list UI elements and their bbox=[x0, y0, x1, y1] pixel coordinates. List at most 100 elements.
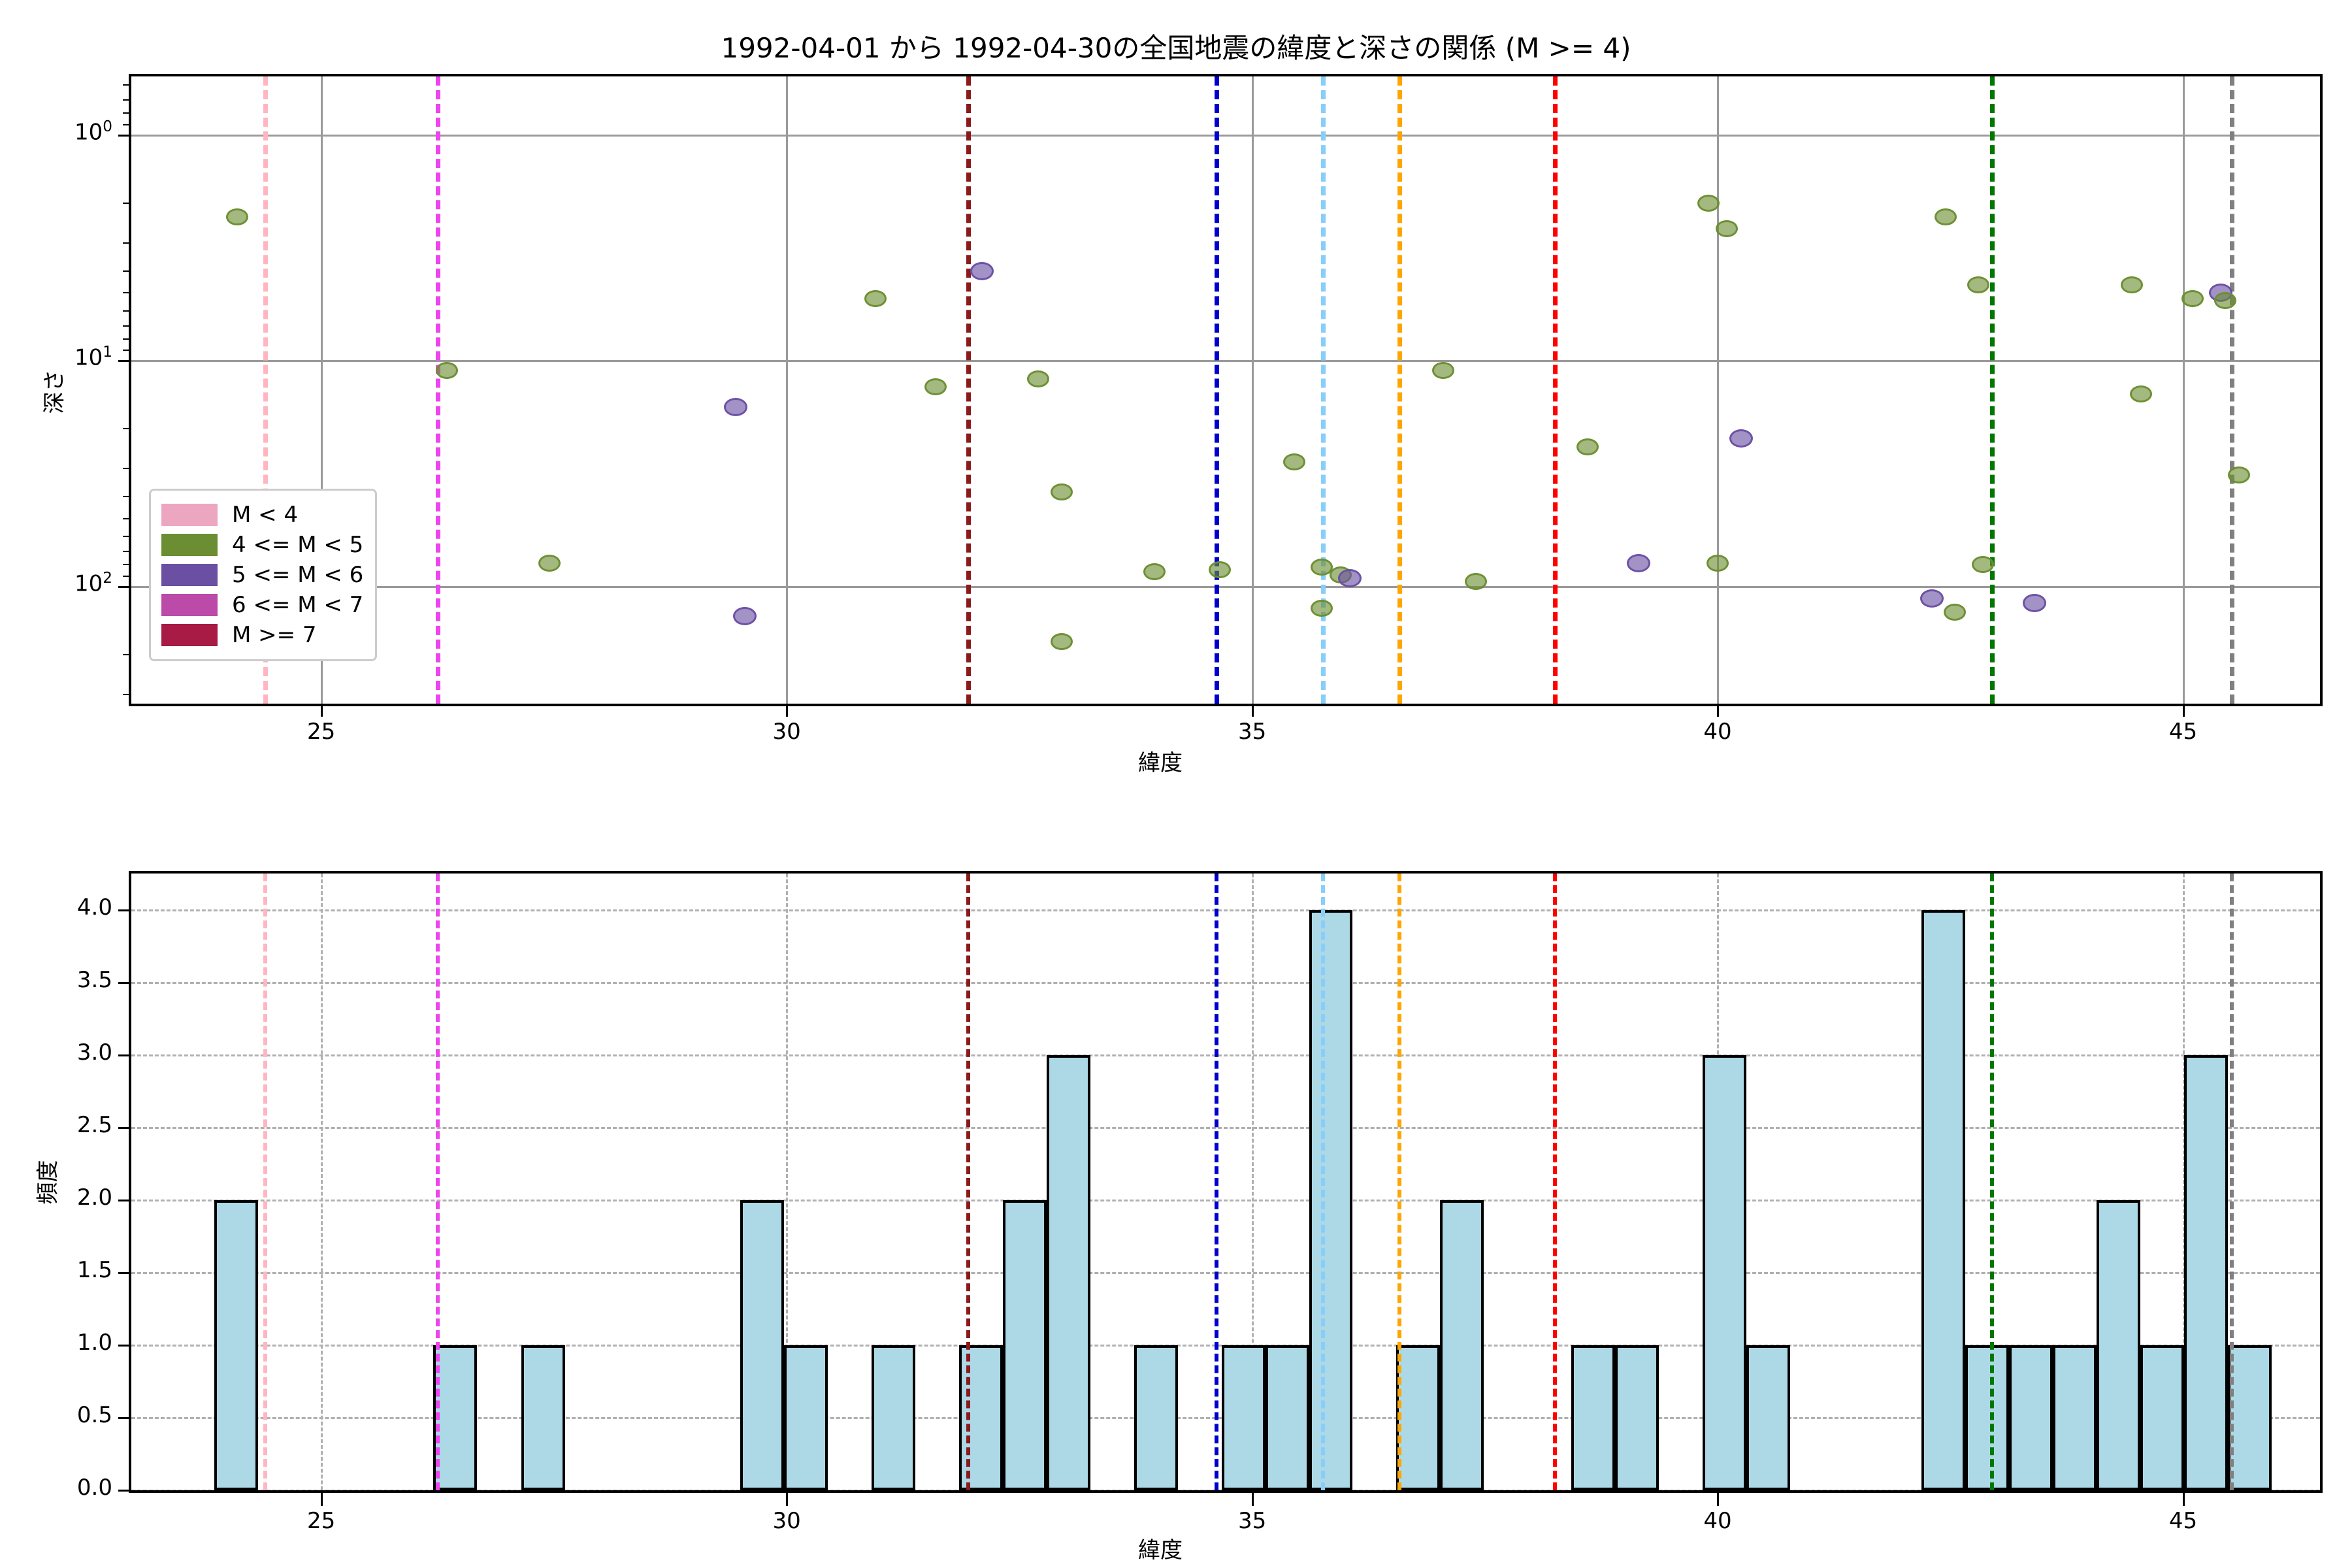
scatter-point bbox=[733, 606, 757, 625]
legend-item-4[interactable]: M >= 7 bbox=[161, 620, 363, 650]
histogram-bar bbox=[1965, 1345, 2010, 1490]
scatter-point bbox=[2121, 276, 2144, 293]
reference-line-5 bbox=[1397, 76, 1402, 704]
histogram-y-axis-label: 頻度 bbox=[35, 1160, 61, 1205]
histogram-reference-line-2 bbox=[966, 874, 970, 1490]
histogram-y-tick-label: 2.5 bbox=[76, 1111, 112, 1138]
scatter-point bbox=[1311, 600, 1333, 617]
scatter-y-minor-tick bbox=[123, 123, 129, 125]
histogram-bar bbox=[1440, 1200, 1484, 1490]
legend-item-1[interactable]: 4 <= M < 5 bbox=[161, 530, 363, 560]
histogram-bar bbox=[783, 1345, 828, 1490]
legend-item-2[interactable]: 5 <= M < 6 bbox=[161, 560, 363, 590]
histogram-bar bbox=[1221, 1345, 1266, 1490]
legend-item-3[interactable]: 6 <= M < 7 bbox=[161, 590, 363, 620]
histogram-y-tick-label: 1.0 bbox=[76, 1329, 112, 1356]
histogram-bar bbox=[871, 1345, 915, 1490]
histogram-y-tick-label: 4.0 bbox=[76, 894, 112, 921]
scatter-point bbox=[1311, 559, 1333, 576]
histogram-y-tick bbox=[118, 1054, 129, 1056]
histogram-y-tick bbox=[118, 1344, 129, 1347]
scatter-point bbox=[1026, 370, 1049, 387]
scatter-point bbox=[1282, 453, 1305, 470]
histogram-x-tick-label: 40 bbox=[1703, 1508, 1732, 1534]
reference-line-3 bbox=[1215, 76, 1220, 704]
scatter-point bbox=[1729, 429, 1753, 448]
scatter-y-minor-tick bbox=[123, 99, 129, 101]
histogram-x-tick-label: 25 bbox=[307, 1508, 336, 1534]
scatter-gridline-vertical bbox=[786, 76, 789, 704]
scatter-point bbox=[2130, 385, 2153, 402]
scatter-x-tick bbox=[1251, 706, 1254, 717]
histogram-reference-line-8 bbox=[2229, 874, 2234, 1490]
scatter-y-tick bbox=[118, 134, 129, 137]
histogram-y-tick bbox=[118, 909, 129, 911]
scatter-point bbox=[2022, 593, 2046, 612]
histogram-gridline-vertical bbox=[2182, 874, 2185, 1490]
histogram-panel: 緯度 頻度 25 30 35 40 45 0.0 0.5 1.0 1.5 2.0 2.5 3.0 3.5… bbox=[0, 784, 2352, 1568]
scatter-x-tick bbox=[2182, 706, 2185, 717]
histogram-gridline-vertical bbox=[1251, 874, 1254, 1490]
scatter-y-minor-tick bbox=[123, 242, 129, 244]
reference-line-0 bbox=[263, 76, 269, 704]
histogram-bar bbox=[1002, 1200, 1047, 1490]
scatter-point bbox=[1944, 604, 1967, 621]
histogram-bar bbox=[2227, 1345, 2272, 1490]
histogram-bar bbox=[1134, 1345, 1178, 1490]
scatter-gridline-horizontal bbox=[131, 134, 2320, 137]
histogram-y-tick-label: 0.0 bbox=[76, 1475, 112, 1501]
scatter-point bbox=[1967, 276, 1990, 293]
histogram-x-tick bbox=[786, 1493, 789, 1506]
scatter-x-axis-label: 緯度 bbox=[1138, 750, 1183, 776]
scatter-y-tick-label: 102 bbox=[74, 569, 112, 597]
scatter-gridline-horizontal bbox=[131, 585, 2320, 588]
histogram-gridline-horizontal bbox=[131, 1271, 2320, 1274]
scatter-point bbox=[1919, 589, 1944, 608]
reference-line-6 bbox=[1552, 76, 1558, 704]
histogram-x-tick bbox=[1717, 1493, 1720, 1506]
histogram-bar bbox=[740, 1200, 784, 1490]
legend-item-label: M < 4 bbox=[232, 502, 299, 528]
histogram-reference-line-6 bbox=[1552, 874, 1557, 1490]
scatter-x-tick bbox=[320, 706, 323, 717]
histogram-bar bbox=[1746, 1345, 1791, 1490]
scatter-point bbox=[1338, 569, 1362, 588]
scatter-point bbox=[1208, 561, 1231, 578]
scatter-point bbox=[970, 261, 994, 280]
scatter-y-minor-tick bbox=[123, 468, 129, 470]
scatter-point bbox=[1972, 556, 1995, 574]
histogram-bar bbox=[433, 1345, 477, 1490]
scatter-point bbox=[1707, 555, 1729, 572]
scatter-point bbox=[1716, 220, 1739, 238]
legend-color-swatch bbox=[161, 534, 218, 556]
legend-color-swatch bbox=[161, 624, 218, 646]
scatter-y-minor-tick bbox=[123, 653, 129, 655]
histogram-gridline-horizontal bbox=[131, 981, 2320, 984]
scatter-y-minor-tick bbox=[123, 693, 129, 695]
histogram-bar bbox=[2097, 1200, 2140, 1490]
legend-item-0[interactable]: M < 4 bbox=[161, 500, 363, 530]
scatter-y-minor-tick bbox=[123, 325, 129, 327]
scatter-x-tick-label: 45 bbox=[2168, 719, 2198, 745]
histogram-y-tick-label: 0.5 bbox=[76, 1401, 112, 1428]
scatter-point bbox=[1576, 438, 1599, 455]
histogram-y-tick-label: 3.0 bbox=[76, 1039, 112, 1066]
scatter-y-tick bbox=[118, 360, 129, 363]
magnitude-legend: M < 4 4 <= M < 5 5 <= M < 6 6 <= M < 7 M >= … bbox=[149, 489, 378, 661]
figure-title: 1992-04-01 から 1992-04-30の全国地震の緯度と深さの関係 (… bbox=[721, 32, 1631, 64]
scatter-y-minor-tick bbox=[123, 350, 129, 351]
histogram-gridline-horizontal bbox=[131, 1199, 2320, 1201]
histogram-bar bbox=[958, 1345, 1003, 1490]
histogram-bar bbox=[1703, 1054, 1747, 1490]
histogram-y-tick-label: 3.5 bbox=[76, 966, 112, 993]
scatter-point bbox=[924, 378, 947, 395]
reference-line-4 bbox=[1320, 76, 1326, 704]
histogram-bar bbox=[1265, 1345, 1309, 1490]
scatter-x-tick-label: 25 bbox=[307, 719, 336, 745]
scatter-point bbox=[1431, 361, 1454, 379]
histogram-gridline-vertical bbox=[786, 874, 789, 1490]
histogram-y-tick-label: 1.5 bbox=[76, 1256, 112, 1283]
scatter-point bbox=[1697, 194, 1720, 212]
scatter-point bbox=[1143, 563, 1166, 581]
